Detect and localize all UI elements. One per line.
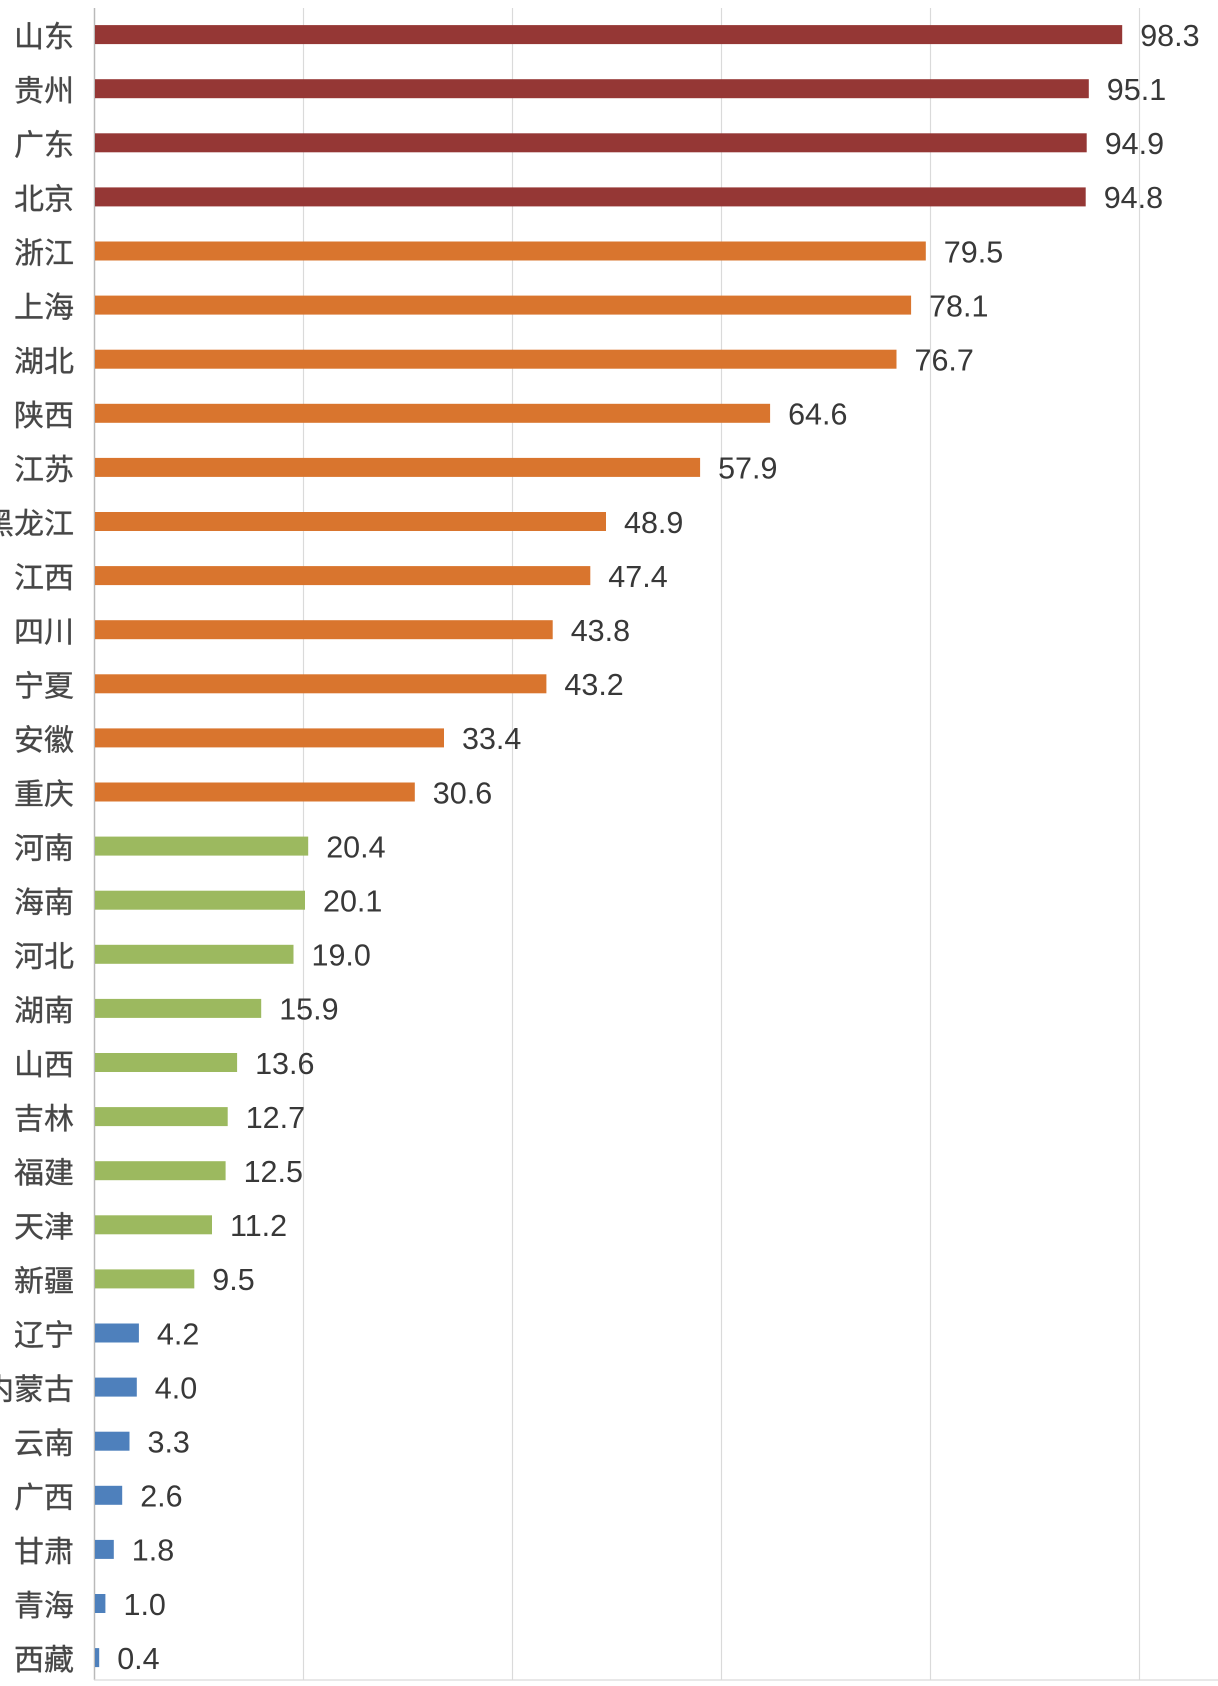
svg-text:48.9: 48.9 <box>624 506 683 540</box>
svg-text:64.6: 64.6 <box>788 398 847 432</box>
svg-text:57.9: 57.9 <box>718 452 777 486</box>
svg-text:94.9: 94.9 <box>1105 127 1164 161</box>
svg-text:20.4: 20.4 <box>326 830 385 864</box>
svg-text:9.5: 9.5 <box>212 1263 254 1297</box>
svg-text:33.4: 33.4 <box>462 722 521 756</box>
svg-text:2.6: 2.6 <box>140 1480 182 1514</box>
svg-text:30.6: 30.6 <box>433 776 492 810</box>
svg-text:3.3: 3.3 <box>148 1426 190 1460</box>
svg-text:4.0: 4.0 <box>155 1371 197 1405</box>
svg-text:11.2: 11.2 <box>230 1209 287 1243</box>
svg-text:79.5: 79.5 <box>944 235 1003 269</box>
svg-text:20.1: 20.1 <box>323 885 382 919</box>
svg-text:98.3: 98.3 <box>1140 19 1199 53</box>
svg-text:19.0: 19.0 <box>312 939 371 973</box>
svg-text:4.2: 4.2 <box>157 1317 199 1351</box>
svg-text:43.2: 43.2 <box>564 668 623 702</box>
svg-text:0.4: 0.4 <box>117 1642 159 1676</box>
svg-text:78.1: 78.1 <box>929 289 988 323</box>
svg-text:1.0: 1.0 <box>124 1588 166 1622</box>
svg-text:95.1: 95.1 <box>1107 73 1166 107</box>
svg-text:1.8: 1.8 <box>132 1534 174 1568</box>
svg-text:12.7: 12.7 <box>246 1101 305 1135</box>
svg-text:43.8: 43.8 <box>571 614 630 648</box>
svg-text:15.9: 15.9 <box>279 993 338 1027</box>
svg-text:12.5: 12.5 <box>244 1155 303 1189</box>
svg-text:47.4: 47.4 <box>608 560 667 594</box>
svg-text:76.7: 76.7 <box>915 344 974 378</box>
svg-text:13.6: 13.6 <box>255 1047 314 1081</box>
svg-text:94.8: 94.8 <box>1104 181 1163 215</box>
